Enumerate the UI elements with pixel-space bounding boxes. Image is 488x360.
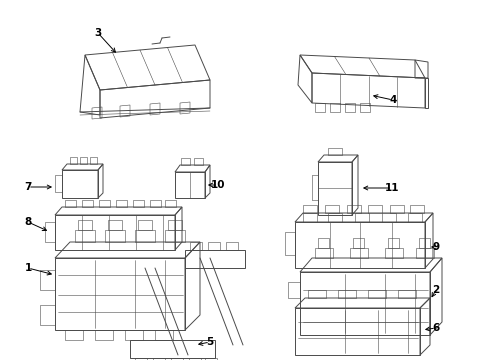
Text: 5: 5: [206, 337, 213, 347]
Text: 4: 4: [388, 95, 396, 105]
Text: 1: 1: [24, 263, 32, 273]
Text: 11: 11: [384, 183, 398, 193]
Text: 2: 2: [431, 285, 439, 295]
Text: 9: 9: [431, 242, 439, 252]
Text: 6: 6: [431, 323, 439, 333]
Text: 8: 8: [24, 217, 32, 227]
Text: 7: 7: [24, 182, 32, 192]
Text: 3: 3: [94, 28, 102, 38]
Text: 10: 10: [210, 180, 225, 190]
